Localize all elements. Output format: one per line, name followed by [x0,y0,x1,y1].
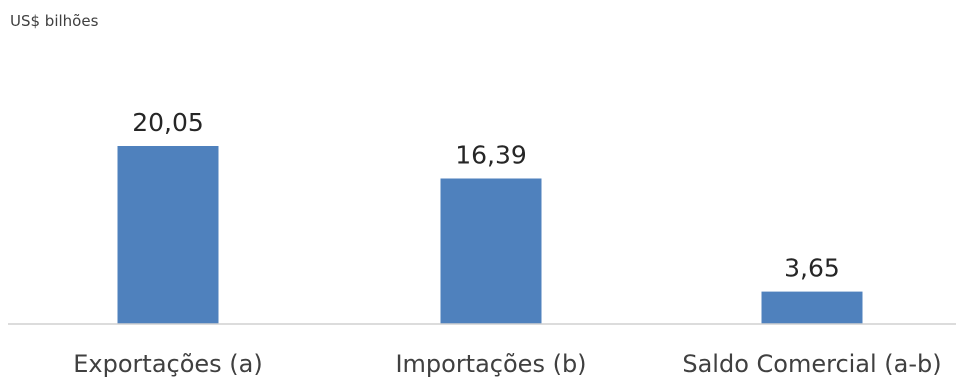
category-label-3: Saldo Comercial (a-b) [682,350,941,378]
value-label-3: 3,65 [784,254,840,283]
category-label-2: Importações (b) [395,350,586,378]
category-label-1: Exportações (a) [73,350,262,378]
bars-group [117,146,863,324]
value-labels-group: 20,05 16,39 3,65 [132,108,840,283]
bar-3 [761,291,863,324]
category-labels-group: Exportações (a) Importações (b) Saldo Come… [73,350,941,378]
bar-1 [117,146,219,324]
value-label-2: 16,39 [455,140,527,169]
value-label-1: 20,05 [132,108,204,137]
unit-label: US$ bilhões [10,12,99,30]
bar-2 [440,178,542,324]
